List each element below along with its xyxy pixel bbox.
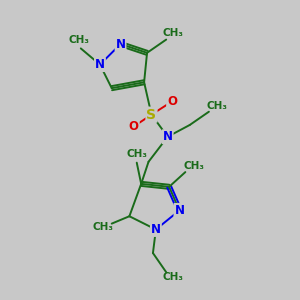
Text: N: N xyxy=(116,38,126,50)
Text: O: O xyxy=(129,120,139,133)
Text: CH₃: CH₃ xyxy=(207,101,228,111)
Text: S: S xyxy=(146,108,157,122)
Text: O: O xyxy=(167,95,177,108)
Text: CH₃: CH₃ xyxy=(183,161,204,171)
Text: CH₃: CH₃ xyxy=(162,272,183,283)
Text: N: N xyxy=(95,58,105,71)
Text: CH₃: CH₃ xyxy=(162,28,183,38)
Text: CH₃: CH₃ xyxy=(93,222,114,232)
Text: CH₃: CH₃ xyxy=(126,149,147,159)
Text: N: N xyxy=(151,223,161,236)
Text: CH₃: CH₃ xyxy=(69,35,90,45)
Text: N: N xyxy=(174,204,184,217)
Text: N: N xyxy=(163,130,173,143)
